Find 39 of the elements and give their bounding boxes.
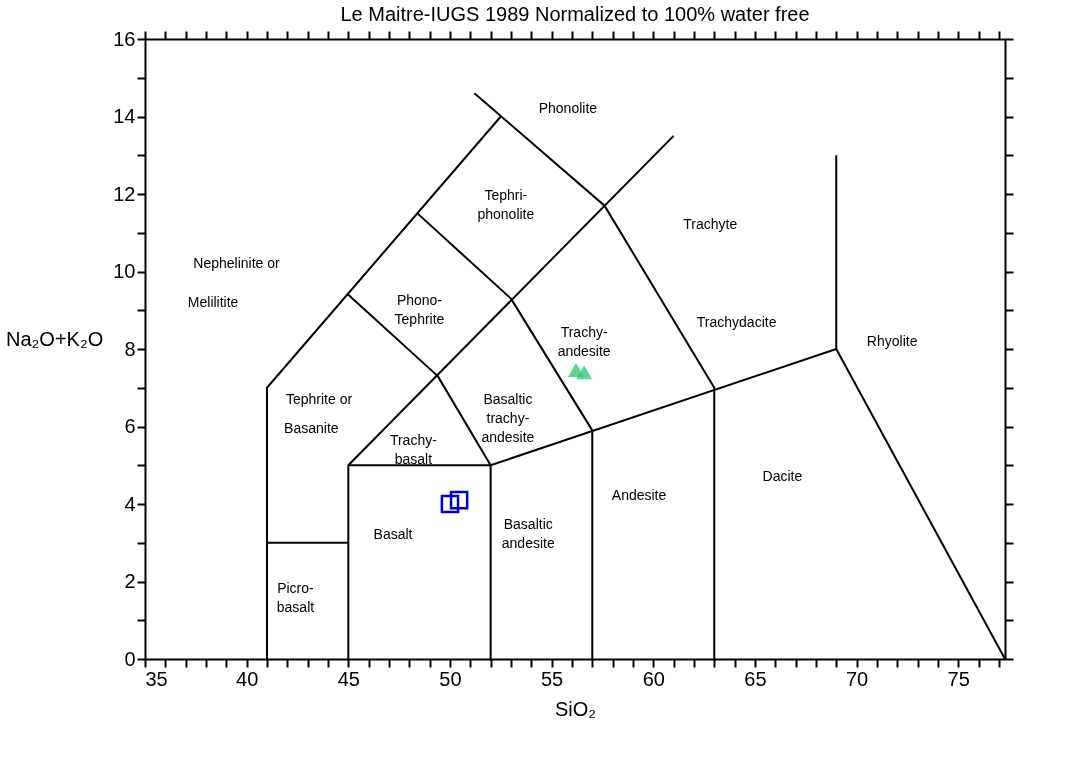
y-tick-label: 4 [124, 492, 136, 515]
y-tick-label: 16 [113, 27, 136, 50]
annotation: Rhyolite [866, 333, 918, 350]
annotation: Basaltic andesite [501, 515, 555, 551]
annotation: Phono- Tephrite [394, 291, 445, 327]
x-tick-label: 45 [337, 667, 360, 690]
y-tick-label: 14 [113, 105, 136, 127]
annotation: Andesite [611, 487, 667, 504]
x-tick-label: 75 [947, 667, 970, 690]
x-tick-label: 35 [145, 667, 168, 690]
annotation: Tephrite or [285, 391, 353, 408]
y-axis-title: Na₂O+K₂O [6, 327, 104, 350]
annotation: Basalt [373, 526, 413, 542]
annotation: Phonolite [538, 99, 598, 116]
x-tick-label: 60 [642, 667, 665, 690]
annotation: Picro- basalt [276, 580, 315, 616]
y-tick-label: 12 [113, 182, 136, 205]
x-tick-label: 50 [439, 667, 462, 690]
x-tick-label: 70 [845, 667, 869, 690]
annotation: Trachy- basalt [389, 431, 438, 467]
x-tick-label: 40 [236, 667, 259, 690]
annotation: Trachydacite [696, 314, 777, 331]
y-tick-label: 8 [124, 337, 136, 360]
annotation: Basaltic trachy- andesite [481, 391, 535, 446]
annotation: Melilitite [187, 293, 239, 310]
y-tick-label: 6 [124, 415, 136, 437]
annotation: Nephelinite or [193, 254, 281, 271]
annotation: Dacite [762, 467, 803, 484]
x-tick-label: 65 [744, 667, 767, 690]
y-tick-label: 2 [124, 570, 136, 592]
chart-title: Le Maitre-IUGS 1989 Normalized to 100% water free [340, 3, 810, 25]
annotation: Basanite [284, 419, 339, 436]
x-axis-title: SiO₂ [554, 697, 597, 720]
x-tick-label: 55 [540, 667, 564, 690]
annotation: Trachy- andesite [557, 324, 611, 360]
y-tick-label: 0 [124, 647, 136, 670]
y-tick-label: 10 [113, 260, 136, 282]
annotation: Tephri- phonolite [477, 186, 535, 222]
annotation: Trachyte [683, 216, 738, 232]
